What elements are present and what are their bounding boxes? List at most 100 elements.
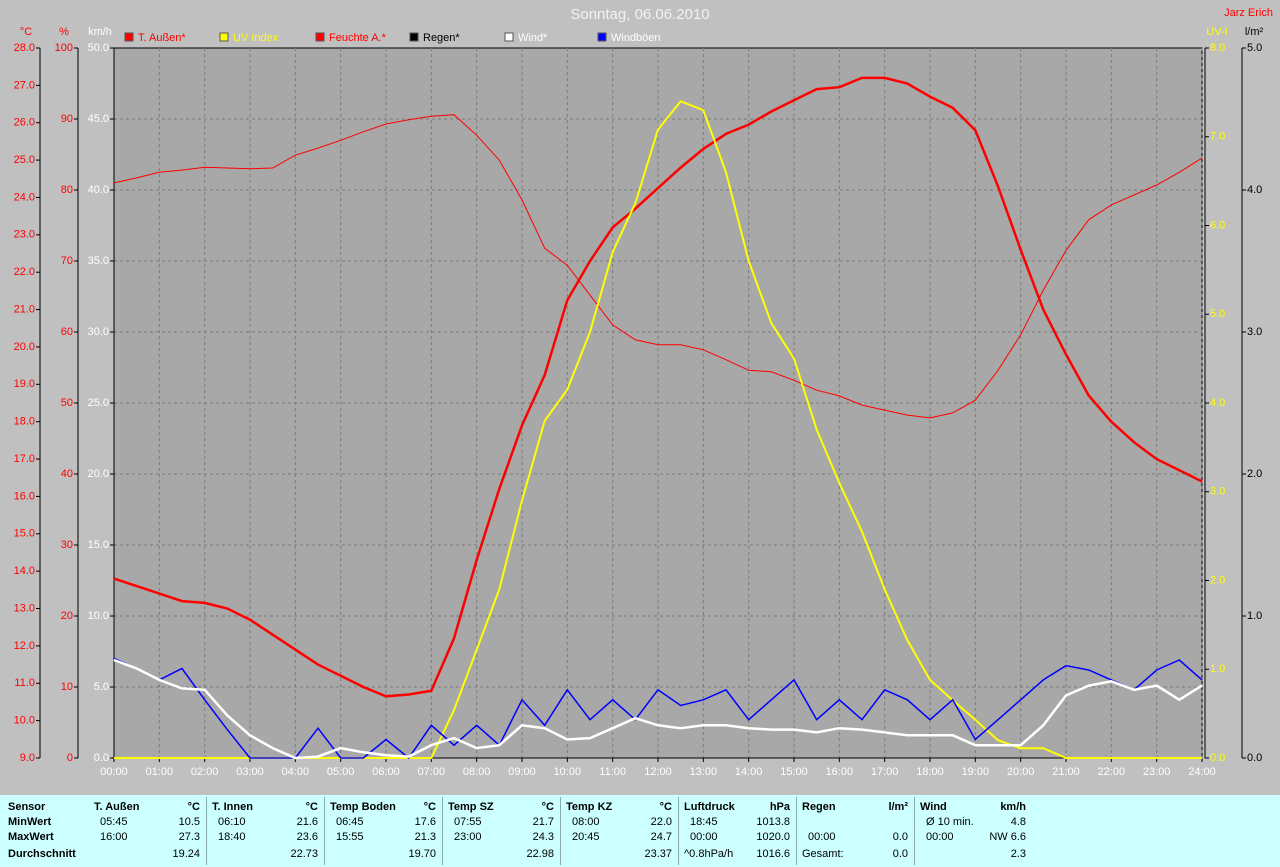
row-label: MaxWert xyxy=(8,831,54,843)
y-tick-label: 0.0 xyxy=(94,752,109,764)
x-tick-label: 11:00 xyxy=(599,766,626,778)
cell-time: 18:40 xyxy=(218,831,246,843)
y-tick-label: 20.0 xyxy=(88,468,109,480)
y-axis-title: °C xyxy=(20,26,32,38)
y-axis-title: UV-I xyxy=(1206,26,1227,38)
y-tick-label: 30.0 xyxy=(88,326,109,338)
row-label: MinWert xyxy=(8,816,52,828)
legend-label: Windböen xyxy=(611,32,661,44)
x-tick-label: 08:00 xyxy=(463,766,491,778)
group-name: Wind xyxy=(920,801,947,813)
y-tick-label: 100 xyxy=(55,42,73,54)
y-tick-label: 35.0 xyxy=(88,255,109,267)
cell-time: 23:00 xyxy=(454,831,482,843)
legend-swatch xyxy=(315,32,325,42)
cell-value: 1020.0 xyxy=(756,831,790,843)
column-separator xyxy=(442,797,443,865)
y-tick-label: 23.0 xyxy=(14,229,35,241)
y-tick-label: 30 xyxy=(61,539,73,551)
group-unit: °C xyxy=(305,801,318,813)
cell-value: 22.98 xyxy=(526,848,554,860)
y-tick-label: 3.0 xyxy=(1210,486,1225,498)
y-tick-label: 5.0 xyxy=(94,681,109,693)
column-separator xyxy=(560,797,561,865)
y-tick-label: 0.0 xyxy=(1247,752,1262,764)
y-tick-label: 50.0 xyxy=(88,42,109,54)
y-tick-label: 20 xyxy=(61,610,73,622)
x-tick-label: 04:00 xyxy=(282,766,310,778)
group-name: Luftdruck xyxy=(684,801,735,813)
legend-label: Wind* xyxy=(518,32,548,44)
author: Jarz Erich xyxy=(1224,7,1273,19)
cell-value: 1013.8 xyxy=(756,816,790,828)
y-tick-label: 26.0 xyxy=(14,117,35,129)
chart-title: Sonntag, 06.06.2010 xyxy=(570,6,709,23)
column-separator xyxy=(324,797,325,865)
y-tick-label: 24.0 xyxy=(14,191,35,203)
x-tick-label: 19:00 xyxy=(962,766,990,778)
y-tick-label: 1.0 xyxy=(1247,610,1262,622)
legend-swatch xyxy=(504,32,514,42)
cell-time: 20:45 xyxy=(572,831,600,843)
x-tick-label: 12:00 xyxy=(644,766,672,778)
group-unit: hPa xyxy=(769,801,790,813)
cell-value: 24.7 xyxy=(650,831,672,843)
x-tick-label: 24:00 xyxy=(1188,766,1216,778)
y-tick-label: 80 xyxy=(61,184,73,196)
y-tick-label: 11.0 xyxy=(14,677,35,689)
cell-value: 21.7 xyxy=(532,816,554,828)
y-tick-label: 19.0 xyxy=(14,378,35,390)
y-tick-label: 2.0 xyxy=(1210,574,1225,586)
y-tick-label: 12.0 xyxy=(14,640,35,652)
x-tick-label: 21:00 xyxy=(1052,766,1080,778)
y-tick-label: 40 xyxy=(61,468,73,480)
y-tick-label: 16.0 xyxy=(14,490,35,502)
y-tick-label: 1.0 xyxy=(1210,663,1225,675)
y-tick-label: 6.0 xyxy=(1210,219,1225,231)
legend-swatch xyxy=(219,32,229,42)
group-name: Regen xyxy=(802,801,836,813)
y-tick-label: 45.0 xyxy=(88,113,109,125)
group-name: Temp KZ xyxy=(566,801,613,813)
cell-value: 23.37 xyxy=(644,848,672,860)
cell-time: 00:00 xyxy=(808,831,836,843)
y-tick-label: 15.0 xyxy=(14,528,35,540)
y-tick-label: 2.0 xyxy=(1247,468,1262,480)
cell-value: NW 6.6 xyxy=(989,831,1026,843)
y-tick-label: 0.0 xyxy=(1210,752,1225,764)
x-tick-label: 20:00 xyxy=(1007,766,1035,778)
cell-value: 22.0 xyxy=(650,816,672,828)
legend-label: Regen* xyxy=(423,32,460,44)
y-tick-label: 13.0 xyxy=(14,602,35,614)
row-label: Durchschnitt xyxy=(8,848,76,860)
x-tick-label: 03:00 xyxy=(236,766,264,778)
y-tick-label: 5.0 xyxy=(1247,42,1262,54)
y-axis-title: l/m² xyxy=(1245,26,1264,38)
cell-time: 15:55 xyxy=(336,831,364,843)
cell-value: 23.6 xyxy=(296,831,318,843)
cell-time: 16:00 xyxy=(100,831,128,843)
cell-value: 17.6 xyxy=(414,816,436,828)
legend-label: T. Außen* xyxy=(138,32,186,44)
y-tick-label: 90 xyxy=(61,113,73,125)
y-tick-label: 7.0 xyxy=(1210,131,1225,143)
x-tick-label: 07:00 xyxy=(418,766,446,778)
cell-value: 27.3 xyxy=(178,831,200,843)
cell-time: ^0.8hPa/h xyxy=(684,848,734,860)
x-tick-label: 09:00 xyxy=(508,766,536,778)
group-unit: °C xyxy=(423,801,436,813)
y-tick-label: 15.0 xyxy=(88,539,109,551)
y-tick-label: 4.0 xyxy=(1210,397,1225,409)
y-tick-label: 60 xyxy=(61,326,73,338)
chart: Sonntag, 06.06.2010 Jarz Erich 00:00 01:0… xyxy=(14,6,1273,778)
group-unit: °C xyxy=(541,801,554,813)
cell-time: 00:00 xyxy=(690,831,718,843)
x-tick-label: 16:00 xyxy=(826,766,854,778)
cell-value: 22.73 xyxy=(290,848,318,860)
series-line xyxy=(113,114,1203,419)
legend-swatch xyxy=(124,32,134,42)
column-separator xyxy=(678,797,679,865)
cell-time: 06:10 xyxy=(218,816,246,828)
y-tick-label: 40.0 xyxy=(88,184,109,196)
cell-time: 18:45 xyxy=(690,816,718,828)
